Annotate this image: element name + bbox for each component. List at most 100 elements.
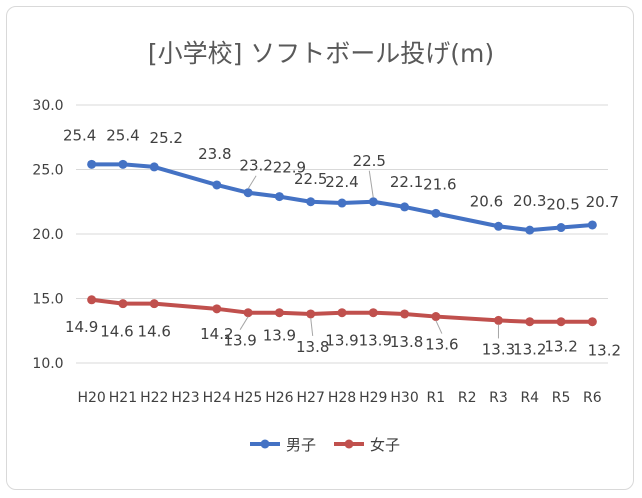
data-point: [337, 308, 347, 318]
x-tick-label: R6: [583, 390, 602, 406]
data-point: [431, 312, 441, 322]
data-label: 20.5: [546, 196, 579, 214]
y-tick-label: 25.0: [32, 163, 63, 179]
legend-marker: [344, 439, 354, 449]
data-label: 14.2: [200, 325, 233, 343]
data-point: [149, 162, 159, 172]
data-label: 20.3: [513, 192, 546, 210]
data-label: 23.2: [239, 157, 272, 175]
leader-line: [310, 317, 314, 337]
data-label: 13.6: [425, 336, 458, 354]
gridlines: [76, 104, 608, 364]
data-label: 13.9: [263, 327, 296, 345]
data-label: 22.9: [273, 159, 306, 177]
legend-marker: [260, 439, 270, 449]
data-point: [525, 225, 535, 235]
legend-item: 男子: [250, 436, 316, 454]
series-girls: [87, 295, 597, 327]
series-group: [87, 159, 597, 327]
data-label: 13.3: [482, 340, 515, 358]
y-tick-label: 30.0: [32, 98, 63, 114]
x-tick-label: R1: [427, 390, 446, 406]
data-label: 13.2: [588, 342, 621, 360]
x-tick-label: H30: [390, 390, 418, 406]
data-label: 13.9: [223, 332, 256, 350]
x-tick-label: H23: [171, 390, 199, 406]
x-tick-label: H26: [265, 390, 293, 406]
data-labels: 25.4 25.4 25.223.823.2 22.922.522.422.522.1…: [63, 126, 621, 359]
x-tick-label: H28: [328, 390, 356, 406]
data-point: [306, 309, 316, 319]
data-point: [431, 208, 441, 218]
leader-line: [435, 320, 443, 334]
data-label: 14.6: [100, 323, 133, 341]
data-point: [587, 220, 597, 230]
data-label: 25.2: [150, 129, 183, 147]
data-point: [212, 304, 222, 314]
x-tick-label: H22: [140, 390, 168, 406]
data-point: [243, 308, 253, 318]
data-point: [556, 223, 566, 233]
data-point: [556, 317, 566, 327]
x-tick-label: R3: [489, 390, 508, 406]
data-point: [274, 192, 284, 202]
chart-frame: [6, 6, 634, 490]
leader-line: [239, 316, 249, 330]
leader-lines: [239, 170, 499, 339]
data-label: 14.9: [65, 318, 98, 336]
series-boys: [87, 159, 597, 235]
data-point: [400, 202, 410, 212]
data-label: 22.1: [390, 173, 423, 191]
y-axis-ticks: 10.0 15.0 20.0 25.0 30.0: [32, 98, 63, 372]
data-label: 13.8: [390, 333, 423, 351]
data-point: [306, 197, 316, 207]
data-label: 25.4: [106, 126, 139, 144]
legend-label: 男子: [286, 436, 316, 454]
data-label: 21.6: [423, 175, 456, 193]
data-point: [337, 198, 347, 208]
data-point: [149, 299, 159, 309]
x-tick-label: H25: [234, 390, 262, 406]
legend: 男子 女子: [250, 436, 400, 454]
data-label: 20.6: [470, 192, 503, 210]
data-point: [493, 221, 503, 231]
data-label: 13.2: [513, 341, 546, 359]
data-point: [400, 309, 410, 319]
legend-label: 女子: [370, 436, 400, 454]
data-point: [87, 295, 97, 305]
data-point: [587, 317, 597, 327]
data-label: 13.9: [359, 332, 392, 350]
data-point: [493, 315, 503, 325]
data-label: 13.2: [544, 338, 577, 356]
data-point: [525, 317, 535, 327]
data-point: [274, 308, 284, 318]
x-tick-label: H21: [109, 390, 137, 406]
data-label: 25.4: [63, 126, 96, 144]
data-label: 13.8: [296, 338, 329, 356]
data-label: 13.9: [325, 332, 358, 350]
data-label: 22.4: [325, 173, 358, 191]
data-label: 22.5: [353, 152, 386, 170]
data-point: [368, 308, 378, 318]
leader-line: [368, 170, 374, 198]
legend-item: 女子: [334, 436, 400, 454]
y-tick-label: 15.0: [32, 292, 63, 308]
data-label: 14.6: [138, 323, 171, 341]
data-point: [212, 180, 222, 190]
x-tick-label: R4: [520, 390, 539, 406]
x-tick-label: H20: [77, 390, 105, 406]
data-label: 22.5: [294, 170, 327, 188]
x-tick-label: H29: [359, 390, 387, 406]
data-point: [243, 188, 253, 198]
x-tick-label: R2: [458, 390, 477, 406]
y-tick-label: 20.0: [32, 227, 63, 243]
data-point: [87, 159, 97, 169]
y-tick-label: 10.0: [32, 356, 63, 372]
data-label: 23.8: [198, 145, 231, 163]
data-point: [118, 299, 128, 309]
x-tick-label: H24: [203, 390, 231, 406]
data-point: [368, 197, 378, 207]
data-label: 20.7: [586, 193, 619, 211]
x-tick-label: R5: [552, 390, 571, 406]
